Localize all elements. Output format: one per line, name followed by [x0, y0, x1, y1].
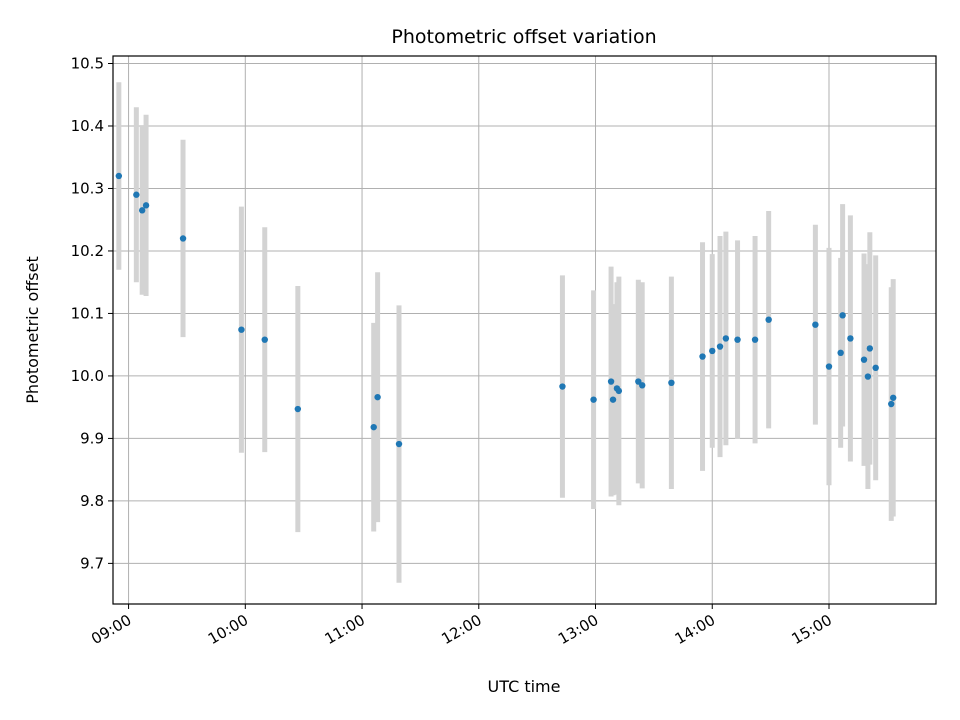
- data-point: [609, 396, 617, 403]
- chart-title: Photometric offset variation: [391, 26, 656, 48]
- y-tick-label: 9.8: [80, 492, 104, 510]
- data-point: [722, 335, 730, 342]
- data-point: [133, 191, 140, 198]
- data-point: [860, 356, 868, 363]
- data-point: [138, 207, 146, 214]
- data-point: [812, 321, 819, 328]
- data-point: [370, 423, 377, 431]
- y-tick-label: 10.0: [71, 367, 104, 385]
- data-point: [115, 172, 123, 180]
- plot-area-frame: [112, 55, 937, 605]
- data-point: [839, 312, 846, 319]
- data-point: [716, 343, 724, 350]
- data-point: [709, 347, 716, 355]
- data-point: [825, 363, 833, 370]
- data-point: [699, 353, 706, 360]
- data-point: [639, 382, 646, 389]
- data-point: [837, 349, 844, 357]
- data-point: [615, 387, 623, 395]
- y-axis-label: Photometric offset: [23, 256, 42, 404]
- data-point: [607, 378, 615, 385]
- y-tick-label: 10.1: [71, 304, 104, 322]
- y-tick-label: 10.5: [71, 54, 104, 72]
- data-point: [734, 336, 741, 343]
- y-tick-label: 10.3: [71, 179, 104, 197]
- x-axis-label: UTC time: [488, 677, 561, 696]
- data-point: [559, 383, 566, 390]
- data-point: [866, 345, 874, 352]
- data-point: [294, 405, 302, 413]
- data-point: [590, 396, 597, 403]
- data-point: [668, 379, 675, 387]
- data-point: [889, 394, 897, 401]
- data-point: [864, 373, 872, 380]
- y-axis: 9.7 9.8 9.9 10.0 10.1 10.2 10.3 10.4 10.5: [71, 54, 113, 572]
- y-tick-label: 10.2: [71, 242, 104, 260]
- data-point: [888, 400, 895, 408]
- data-point: [179, 235, 187, 242]
- data-point: [142, 202, 150, 209]
- data-point: [374, 393, 381, 401]
- data-point: [751, 336, 759, 343]
- y-tick-label: 9.9: [80, 429, 104, 447]
- data-point: [261, 336, 268, 343]
- data-point: [238, 326, 245, 333]
- y-tick-label: 9.7: [80, 554, 104, 572]
- data-point: [847, 335, 854, 342]
- y-tick-label: 10.4: [71, 117, 104, 135]
- data-point: [872, 364, 879, 372]
- data-points: [115, 172, 897, 448]
- data-point: [765, 316, 772, 323]
- data-point: [395, 440, 403, 448]
